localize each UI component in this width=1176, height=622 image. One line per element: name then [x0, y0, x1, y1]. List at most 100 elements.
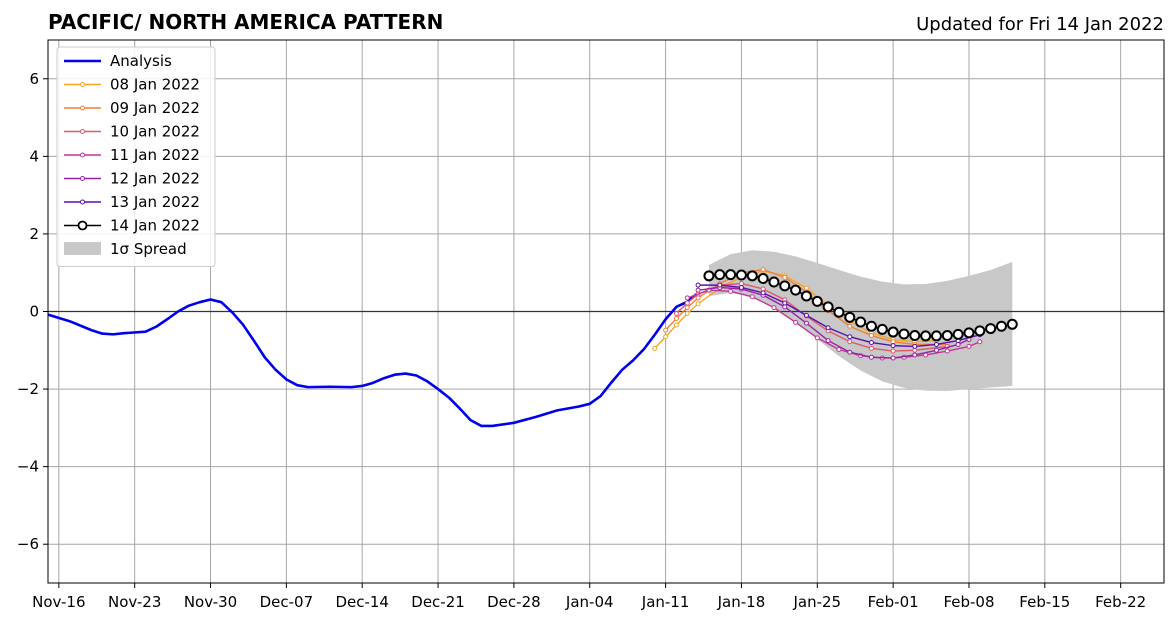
series-7 [703, 269, 1018, 342]
data-point [760, 267, 766, 273]
data-point [847, 339, 853, 345]
data-point [684, 300, 690, 306]
data-point [836, 347, 842, 353]
y-tick-label: 6 [29, 70, 39, 88]
y-tick-label: 2 [29, 225, 39, 243]
x-tick-label: Feb-01 [868, 593, 919, 611]
data-point [909, 330, 921, 342]
legend-item: Analysis [64, 52, 172, 70]
legend-marker [80, 105, 85, 111]
data-point [684, 295, 690, 301]
data-point [844, 311, 856, 323]
x-tick-label: Feb-08 [943, 593, 994, 611]
data-point [868, 333, 874, 339]
legend-label: 09 Jan 2022 [110, 99, 200, 117]
data-point [941, 330, 953, 342]
data-point [1006, 318, 1018, 330]
data-point [952, 328, 964, 340]
data-point [977, 339, 983, 345]
legend-item: 08 Jan 2022 [64, 76, 200, 94]
data-point [757, 273, 769, 285]
y-axis: −6 −4 −2 0 2 4 6 [17, 70, 48, 553]
data-point [782, 300, 788, 306]
data-point [985, 323, 997, 335]
x-tick-label: Dec-07 [260, 593, 314, 611]
legend-marker [80, 199, 85, 205]
data-point [782, 274, 788, 280]
data-point [725, 269, 737, 281]
data-point [735, 269, 747, 281]
data-point [825, 338, 831, 344]
data-point [714, 269, 726, 281]
x-tick-label: Dec-28 [487, 593, 541, 611]
legend-item: 14 Jan 2022 [64, 217, 200, 235]
legend-box [56, 46, 216, 267]
legend-label: 11 Jan 2022 [110, 146, 200, 164]
x-axis: Nov-16 Nov-23 Nov-30 Dec-07 Dec-14 Dec-21 Dec-… [32, 583, 1146, 611]
data-point [684, 305, 690, 311]
legend-label: 12 Jan 2022 [110, 170, 200, 188]
data-point [811, 295, 823, 307]
legend-label: 10 Jan 2022 [110, 123, 200, 141]
data-point [814, 335, 820, 341]
data-point [663, 327, 669, 333]
data-point [717, 282, 723, 288]
data-point [890, 355, 896, 361]
data-point [790, 284, 802, 296]
data-point [920, 330, 932, 342]
series-4 [684, 287, 983, 361]
data-point [887, 326, 899, 338]
data-point [768, 276, 780, 288]
data-point [944, 348, 950, 354]
legend-item: 12 Jan 2022 [64, 170, 200, 188]
legend-item: 11 Jan 2022 [64, 146, 200, 164]
x-tick-label: Dec-14 [335, 593, 389, 611]
data-point [833, 306, 845, 318]
data-point [898, 328, 910, 340]
y-tick-label: −2 [17, 380, 39, 398]
data-point [703, 270, 715, 282]
series-line [698, 284, 980, 348]
data-point [855, 316, 867, 328]
data-point [760, 290, 766, 296]
chart-subtitle: Updated for Fri 14 Jan 2022 [916, 14, 1164, 35]
x-tick-label: Feb-15 [1019, 593, 1070, 611]
data-point [847, 323, 853, 329]
data-point [749, 294, 755, 300]
data-point [673, 310, 679, 316]
legend-label: Analysis [110, 52, 172, 70]
data-point [963, 327, 975, 339]
data-point [800, 290, 812, 302]
data-point [868, 340, 874, 346]
data-point [933, 341, 939, 347]
data-point [995, 320, 1007, 332]
data-point [771, 305, 777, 311]
data-point [746, 270, 758, 282]
data-point [803, 320, 809, 326]
data-point [652, 345, 658, 351]
data-point [868, 354, 874, 360]
data-point [933, 347, 939, 353]
data-point [825, 325, 831, 331]
data-point [876, 323, 888, 335]
y-tick-label: −6 [17, 535, 39, 553]
series-6 [695, 282, 983, 349]
data-point [930, 330, 942, 342]
legend-item: 1σ Spread [64, 240, 187, 258]
series-line [698, 286, 970, 359]
data-point [966, 343, 972, 349]
legend-marker [80, 152, 85, 158]
y-tick-label: 4 [29, 147, 39, 165]
legend-item: 10 Jan 2022 [64, 123, 200, 141]
x-tick-label: Jan-04 [565, 593, 614, 611]
y-tick-label: −4 [17, 458, 39, 476]
data-point [803, 312, 809, 318]
series-0 [47, 291, 699, 428]
legend: Analysis 08 Jan 2022 09 Jan 2022 10 Jan 202… [56, 46, 216, 267]
x-tick-label: Jan-11 [641, 593, 690, 611]
data-point [890, 343, 896, 349]
data-point [673, 322, 679, 328]
data-point [822, 301, 834, 313]
series-line [47, 291, 699, 428]
